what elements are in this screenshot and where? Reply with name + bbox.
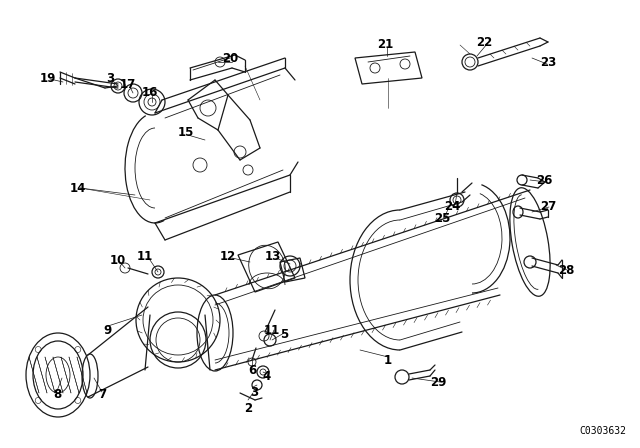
Text: 25: 25 — [434, 211, 450, 224]
Text: 24: 24 — [444, 201, 460, 214]
Text: 22: 22 — [476, 35, 492, 48]
Text: 12: 12 — [220, 250, 236, 263]
Text: 21: 21 — [377, 39, 393, 52]
Text: 11: 11 — [137, 250, 153, 263]
Text: 16: 16 — [142, 86, 158, 99]
Text: 10: 10 — [110, 254, 126, 267]
Text: 14: 14 — [70, 181, 86, 194]
Text: 3: 3 — [250, 385, 258, 399]
Text: 17: 17 — [120, 78, 136, 90]
Text: 28: 28 — [558, 263, 574, 276]
Text: C0303632: C0303632 — [579, 426, 626, 436]
Text: 9: 9 — [104, 323, 112, 336]
Text: 29: 29 — [430, 376, 446, 389]
Text: 11: 11 — [264, 323, 280, 336]
Text: 3: 3 — [106, 72, 114, 85]
Text: 20: 20 — [222, 52, 238, 65]
Text: 19: 19 — [40, 72, 56, 85]
Text: 8: 8 — [53, 388, 61, 401]
Text: 23: 23 — [540, 56, 556, 69]
Text: 7: 7 — [98, 388, 106, 401]
Text: 27: 27 — [540, 199, 556, 212]
Text: 5: 5 — [280, 328, 288, 341]
Text: 26: 26 — [536, 173, 552, 186]
Text: 13: 13 — [265, 250, 281, 263]
Text: 1: 1 — [384, 353, 392, 366]
Text: 6: 6 — [248, 363, 256, 376]
Text: 15: 15 — [178, 126, 194, 139]
Text: 4: 4 — [263, 370, 271, 383]
Text: 2: 2 — [244, 401, 252, 414]
